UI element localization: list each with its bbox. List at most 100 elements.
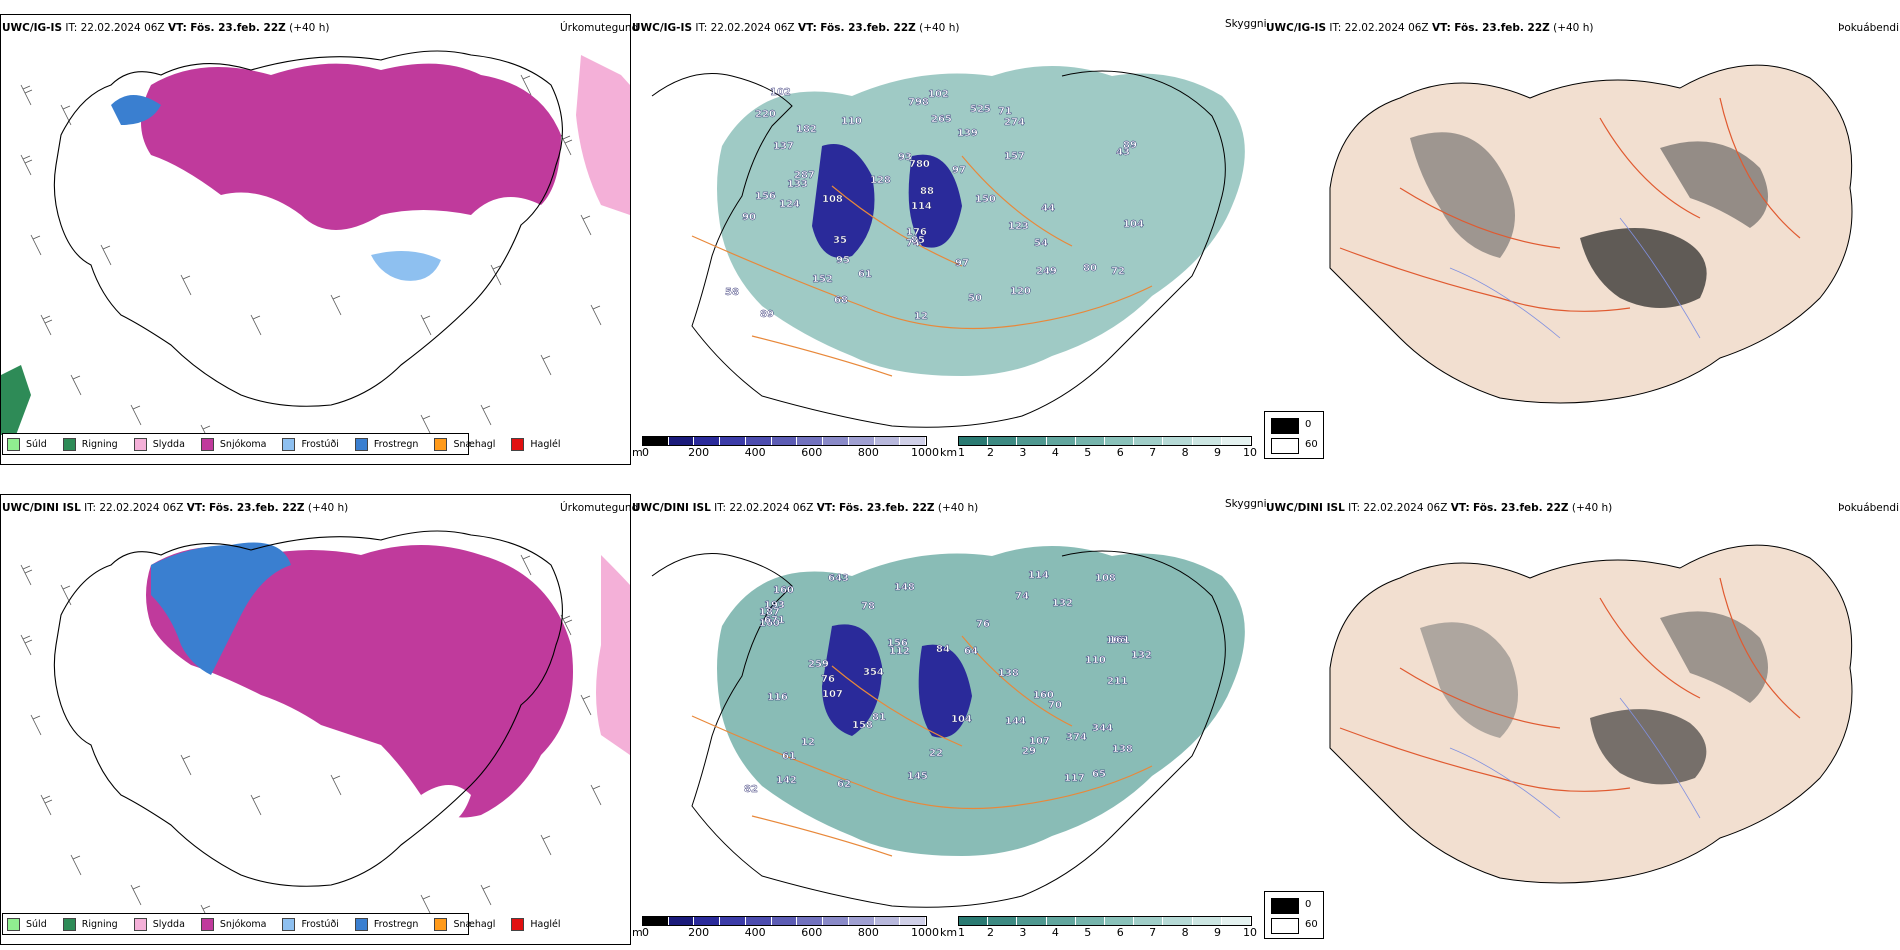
model-name: UWC/DINI ISL [632, 502, 711, 514]
ceiling-value-label: 76 [976, 619, 990, 630]
visibility-map-2: 114 108 160 643 148 132 193 74 78 76 187 160 671 165 1… [632, 516, 1262, 916]
ceiling-value-label: 102 [770, 87, 791, 98]
ceiling-value-label: 72 [1111, 266, 1125, 277]
swatch [434, 917, 448, 931]
ceiling-value-label: 354 [863, 667, 884, 678]
colorbar-tick-label: 400 [744, 446, 766, 459]
model-name: UWC/DINI ISL [1266, 502, 1345, 514]
fog-legend-label: 60 [1305, 919, 1318, 930]
legend-label: Slydda [152, 438, 185, 450]
gap-area [421, 785, 471, 825]
ceiling-value-label: 220 [755, 109, 776, 120]
colorbar-cell [668, 917, 695, 925]
ceiling-value-label: 161 [1109, 635, 1130, 646]
swatch [7, 437, 20, 451]
panel-header-visibility-1: UWC/IG-IS IT: 22.02.2024 06Z VT: Fös. 23… [632, 22, 959, 34]
ceiling-colorbar-strip [642, 436, 927, 446]
it-label: IT: [1329, 22, 1342, 34]
ceiling-value-label: 138 [1112, 744, 1133, 755]
precip-map-svg [1, 50, 630, 446]
ceiling-value-labels: 114 1081606431481321937478761871606711651… [744, 570, 1152, 795]
visibility-colorbar-strip [958, 916, 1252, 926]
ceiling-value-label: 116 [767, 692, 788, 703]
lead-time: (+40 h) [1553, 22, 1594, 34]
freezing-rain-area [111, 95, 161, 125]
colorbar-tick-label: 6 [1116, 926, 1124, 939]
it-value: 22.02.2024 06Z [1363, 502, 1448, 514]
ceiling-value-label: 249 [1036, 266, 1057, 277]
ceiling-value-label: 287 [794, 170, 815, 181]
colorbar-cell [823, 437, 849, 445]
lead-time: (+40 h) [1571, 502, 1613, 514]
low-visibility-area [717, 546, 1245, 856]
colorbar-cell [988, 437, 1018, 445]
it-label: IT: [84, 502, 97, 514]
colorbar-tick-label: 2 [986, 926, 994, 939]
colorbar-tick-label: 9 [1214, 446, 1222, 459]
colorbar-tick-label: 10 [1243, 446, 1257, 459]
colorbar-cell [874, 917, 901, 925]
ceiling-value-label: 81 [872, 712, 886, 723]
visibility-ticks: 1 2 3 4 5 6 7 8 9 10 [958, 446, 1257, 460]
colorbar-cell [694, 437, 721, 445]
ceiling-value-label: 525 [970, 104, 991, 115]
colorbar-tick-label: 800 [857, 926, 879, 939]
sleet-area [576, 55, 630, 215]
ceiling-value-label: 112 [889, 646, 910, 657]
roads [1339, 577, 1801, 792]
ceiling-value-label: 84 [936, 644, 950, 655]
fog-legend-label: 0 [1305, 419, 1312, 430]
colorbar-cell [1017, 437, 1047, 445]
ceiling-value-label: 139 [957, 128, 978, 139]
ceiling-value-label: 160 [759, 618, 780, 629]
legend-item: Rigning [62, 917, 118, 931]
rivers [1449, 217, 1701, 339]
rivers [1449, 697, 1701, 819]
colorbar-tick-label: 1 [958, 926, 965, 939]
ceiling-value-label: 128 [870, 175, 891, 186]
ceiling-value-label: 160 [1033, 690, 1054, 701]
legend-item: Frostúði [282, 917, 339, 931]
iceland-outline [53, 50, 563, 407]
fog-legend-swatch [1271, 418, 1299, 434]
legend-item: Súld [7, 917, 47, 931]
swatch [200, 437, 214, 451]
fog-legend-swatch [1271, 898, 1299, 914]
fog-legend-1: 0 60 [1264, 411, 1324, 459]
colorbar-tick-label: 5 [1084, 926, 1092, 939]
visibility-ticks: 1 2 3 4 5 6 7 8 9 10 [958, 926, 1257, 940]
ceiling-colorbar-2: m 0 200 400 600 800 1000 [632, 916, 939, 946]
ceiling-value-label: 88 [920, 186, 934, 197]
ceiling-value-label: 117 [1064, 773, 1085, 784]
ceiling-value-label: 157 [1004, 151, 1025, 162]
colorbar-cell [959, 437, 989, 445]
fog-area [1660, 141, 1768, 228]
ceiling-value-label: 89 [760, 309, 774, 320]
swatch [354, 437, 368, 451]
ceiling-value-label: 102 [928, 89, 949, 100]
colorbar-cell [900, 437, 927, 445]
it-value: 22.02.2024 06Z [80, 22, 165, 34]
ceiling-value-label: 78 [861, 601, 875, 612]
ceiling-value-label: 80 [1083, 263, 1097, 274]
vt-value: Fös. 23.feb. 22Z [820, 22, 916, 34]
colorbar-cell [1221, 917, 1252, 925]
fog-area [1590, 709, 1707, 785]
swatch [133, 437, 147, 451]
legend-label: Frostregn [373, 438, 419, 450]
colorbar-tick-label: 200 [688, 926, 710, 939]
ceiling-value-label: 187 [759, 607, 780, 618]
colorbar-tick-label: 0 [642, 446, 649, 459]
legend-item: Snjókoma [200, 917, 266, 931]
legend-item: Frostúði [282, 437, 339, 451]
ceiling-value-label: 104 [1123, 219, 1144, 230]
ceiling-value-label: 64 [964, 646, 978, 657]
colorbar-cell [745, 437, 772, 445]
colorbar-cell [1192, 437, 1222, 445]
ceiling-value-label: 158 [852, 720, 873, 731]
ceiling-value-label: 671 [764, 615, 785, 626]
legend-item: Súld [7, 437, 47, 451]
panel-title-precip-1: Úrkomutegund [560, 22, 639, 34]
panel-header-visibility-2: UWC/DINI ISL IT: 22.02.2024 06Z VT: Fös.… [632, 502, 978, 514]
roads [691, 155, 1153, 377]
